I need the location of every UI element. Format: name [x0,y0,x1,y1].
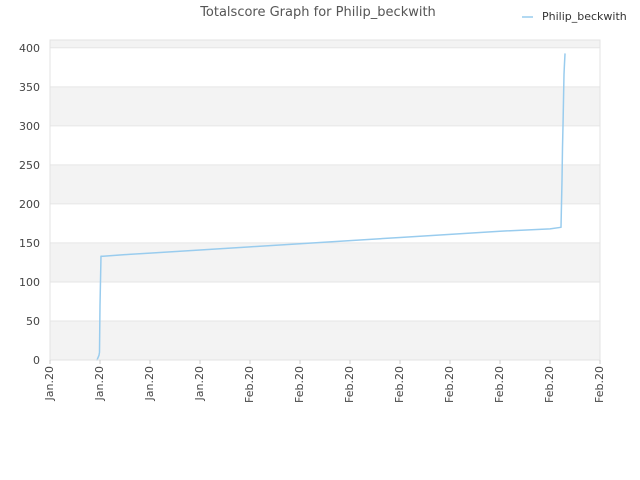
plot-band [50,242,600,282]
axis-layer [49,39,601,364]
x-tick-label: Feb.20 [443,366,456,403]
x-tick-label: Feb.20 [243,366,256,403]
y-tick-labels: 0 50 100 150 200 250 300 350 400 [19,42,40,367]
x-tick-label: Jan.20 [193,366,206,401]
plot-band [50,125,600,165]
chart-title: Totalscore Graph for Philip_beckwith [199,5,436,20]
y-tick-label: 400 [19,42,40,55]
plot-band [50,281,600,321]
x-tick-label: Feb.20 [343,366,356,403]
plot-border [49,39,601,361]
plot-band [50,40,600,48]
plot-band [50,47,600,87]
series-line [96,53,566,361]
plot-band [50,164,600,204]
x-tick-label: Jan.20 [43,366,56,401]
x-tick-label: Feb.20 [493,366,506,403]
y-tick-label: 250 [19,159,40,172]
x-tick-label: Jan.20 [93,366,106,401]
y-tick-label: 0 [33,354,40,367]
x-tick-label: Feb.20 [293,366,306,403]
plot-band [50,203,600,243]
y-tick-label: 350 [19,81,40,94]
legend-label: Philip_beckwith [542,10,627,23]
x-tick-label: Jan.20 [143,366,156,401]
y-tick-label: 50 [26,315,40,328]
plot-band [50,320,600,360]
y-tick-label: 100 [19,276,40,289]
x-tick-label: Feb.20 [393,366,406,403]
y-tick-label: 150 [19,237,40,250]
series-layer [96,53,566,361]
legend: Philip_beckwith [522,10,627,23]
y-tick-label: 200 [19,198,40,211]
plot-band [50,86,600,126]
x-tick-label: Feb.20 [593,366,606,403]
plot-bands [50,40,600,360]
y-tick-label: 300 [19,120,40,133]
x-tick-label: Feb.20 [543,366,556,403]
x-tick-labels: Jan.20 Jan.20 Jan.20 Jan.20 Feb.20 Feb.20 Feb.… [43,366,606,403]
